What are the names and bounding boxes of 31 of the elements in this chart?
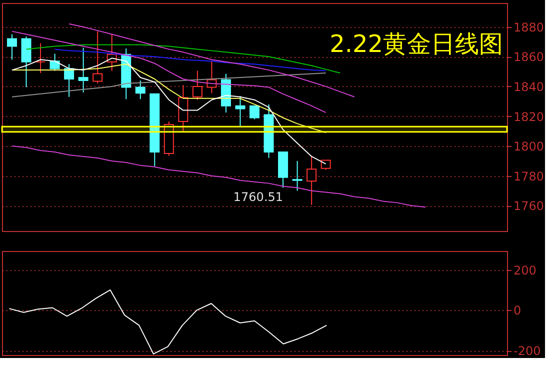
candlestick [192,70,202,100]
y-tick-label: 1880 [514,20,544,34]
candlestick [135,80,146,100]
candlestick [306,156,317,206]
candlestick [250,105,260,120]
candlestick [21,36,32,88]
candlestick [292,160,302,192]
y-tick-label: 200 [514,263,536,278]
line-series [11,72,326,98]
y-tick-label: 1800 [514,140,544,154]
y-tick-label: 1760 [514,199,544,214]
candlestick [50,53,60,72]
line-series [8,289,328,354]
candlestick [78,47,88,93]
candlestick [6,34,17,60]
annotation: 1760.51 [233,190,284,204]
line-series [11,146,426,208]
candlestick [235,96,246,128]
candlestick [178,84,188,132]
candlestick [320,160,331,170]
y-tick-label: 1820 [514,110,544,124]
y-tick-label: 0 [514,304,522,318]
text: 2.22黄金日线图 [330,30,503,58]
y-tick-label: -200 [514,344,541,358]
y-tick-label: 1860 [514,50,544,64]
y-tick-label: 1780 [514,169,544,184]
line-series [54,48,326,72]
y-tick-label: 1840 [514,80,544,94]
candlestick [92,30,103,84]
candlestick [36,42,46,74]
line-series [11,30,326,114]
